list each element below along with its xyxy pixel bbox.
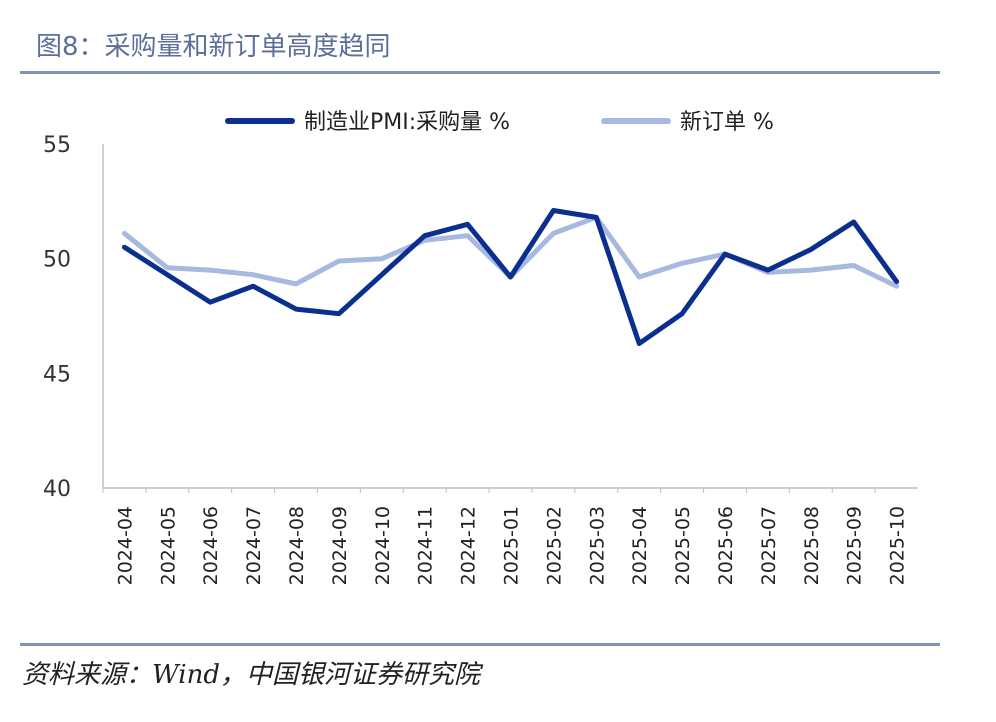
data-point (896, 281, 898, 283)
x-tick-label: 2025-05 (672, 506, 694, 585)
chart-title: 图8：采购量和新订单高度趋同 (36, 32, 391, 62)
x-tick-label: 2025-06 (715, 506, 737, 585)
data-point (166, 267, 168, 269)
data-point (381, 274, 383, 276)
x-tick-label: 2024-10 (372, 506, 394, 585)
y-axis: 40 45 50 55 (43, 133, 104, 502)
x-tick-label: 2024-07 (243, 506, 265, 585)
x-tick-label: 2025-01 (501, 506, 523, 585)
data-point (295, 283, 297, 285)
data-point (681, 313, 683, 315)
y-tick-label: 40 (43, 477, 71, 502)
bottom-divider (20, 643, 940, 646)
x-tick-label: 2024-12 (458, 506, 480, 585)
y-tick-label: 55 (43, 133, 71, 158)
x-tick-label: 2025-02 (543, 506, 565, 585)
x-axis: 2024-04 2024-05 2024-06 2024-07 2024-08 2024-… (102, 487, 918, 585)
data-point (896, 285, 898, 287)
x-tick-label: 2024-09 (329, 506, 351, 585)
data-point (424, 235, 426, 237)
data-point (724, 253, 726, 255)
data-point (595, 216, 597, 218)
data-point (552, 232, 554, 234)
x-tick-label: 2025-04 (629, 506, 651, 585)
x-tick-label: 2024-04 (114, 506, 136, 585)
series-lines (121, 208, 900, 346)
data-point (123, 232, 125, 234)
data-point (552, 210, 554, 212)
x-tick-label: 2025-07 (758, 506, 780, 585)
data-point (424, 239, 426, 241)
data-point (510, 276, 511, 278)
data-point (853, 221, 855, 223)
data-point (810, 269, 812, 271)
source-note: 资料来源：Wind，中国银河证券研究院 (22, 660, 480, 690)
x-tick-label: 2024-08 (286, 506, 308, 585)
x-tick-label: 2024-06 (200, 506, 222, 585)
data-point (381, 258, 383, 260)
data-point (638, 343, 640, 345)
data-point (252, 274, 254, 276)
data-point (123, 246, 125, 248)
legend-label-1: 制造业PMI:采购量 % (304, 110, 510, 135)
legend-label-2: 新订单 % (680, 110, 774, 135)
legend: 制造业PMI:采购量 % 新订单 % (225, 110, 774, 135)
data-point (166, 274, 168, 276)
y-tick-label: 45 (43, 362, 71, 387)
data-point (853, 265, 855, 267)
x-tick-label: 2025-10 (887, 506, 909, 585)
data-point (638, 276, 640, 278)
data-point (252, 285, 254, 287)
data-point (467, 223, 469, 225)
x-tick-label: 2024-11 (415, 506, 437, 585)
data-point (295, 308, 297, 310)
data-point (810, 248, 812, 250)
data-point (338, 313, 340, 315)
data-point (681, 262, 683, 264)
data-point (767, 269, 769, 271)
top-divider (20, 71, 940, 74)
x-tick-label: 2024-05 (157, 506, 179, 585)
y-tick-label: 50 (43, 248, 71, 273)
data-point (209, 269, 211, 271)
data-point (209, 301, 211, 303)
x-tick-label: 2025-08 (801, 506, 823, 585)
data-point (467, 235, 469, 237)
x-tick-label: 2025-09 (844, 506, 866, 585)
x-tick-label: 2025-03 (586, 506, 608, 585)
data-point (338, 260, 340, 262)
